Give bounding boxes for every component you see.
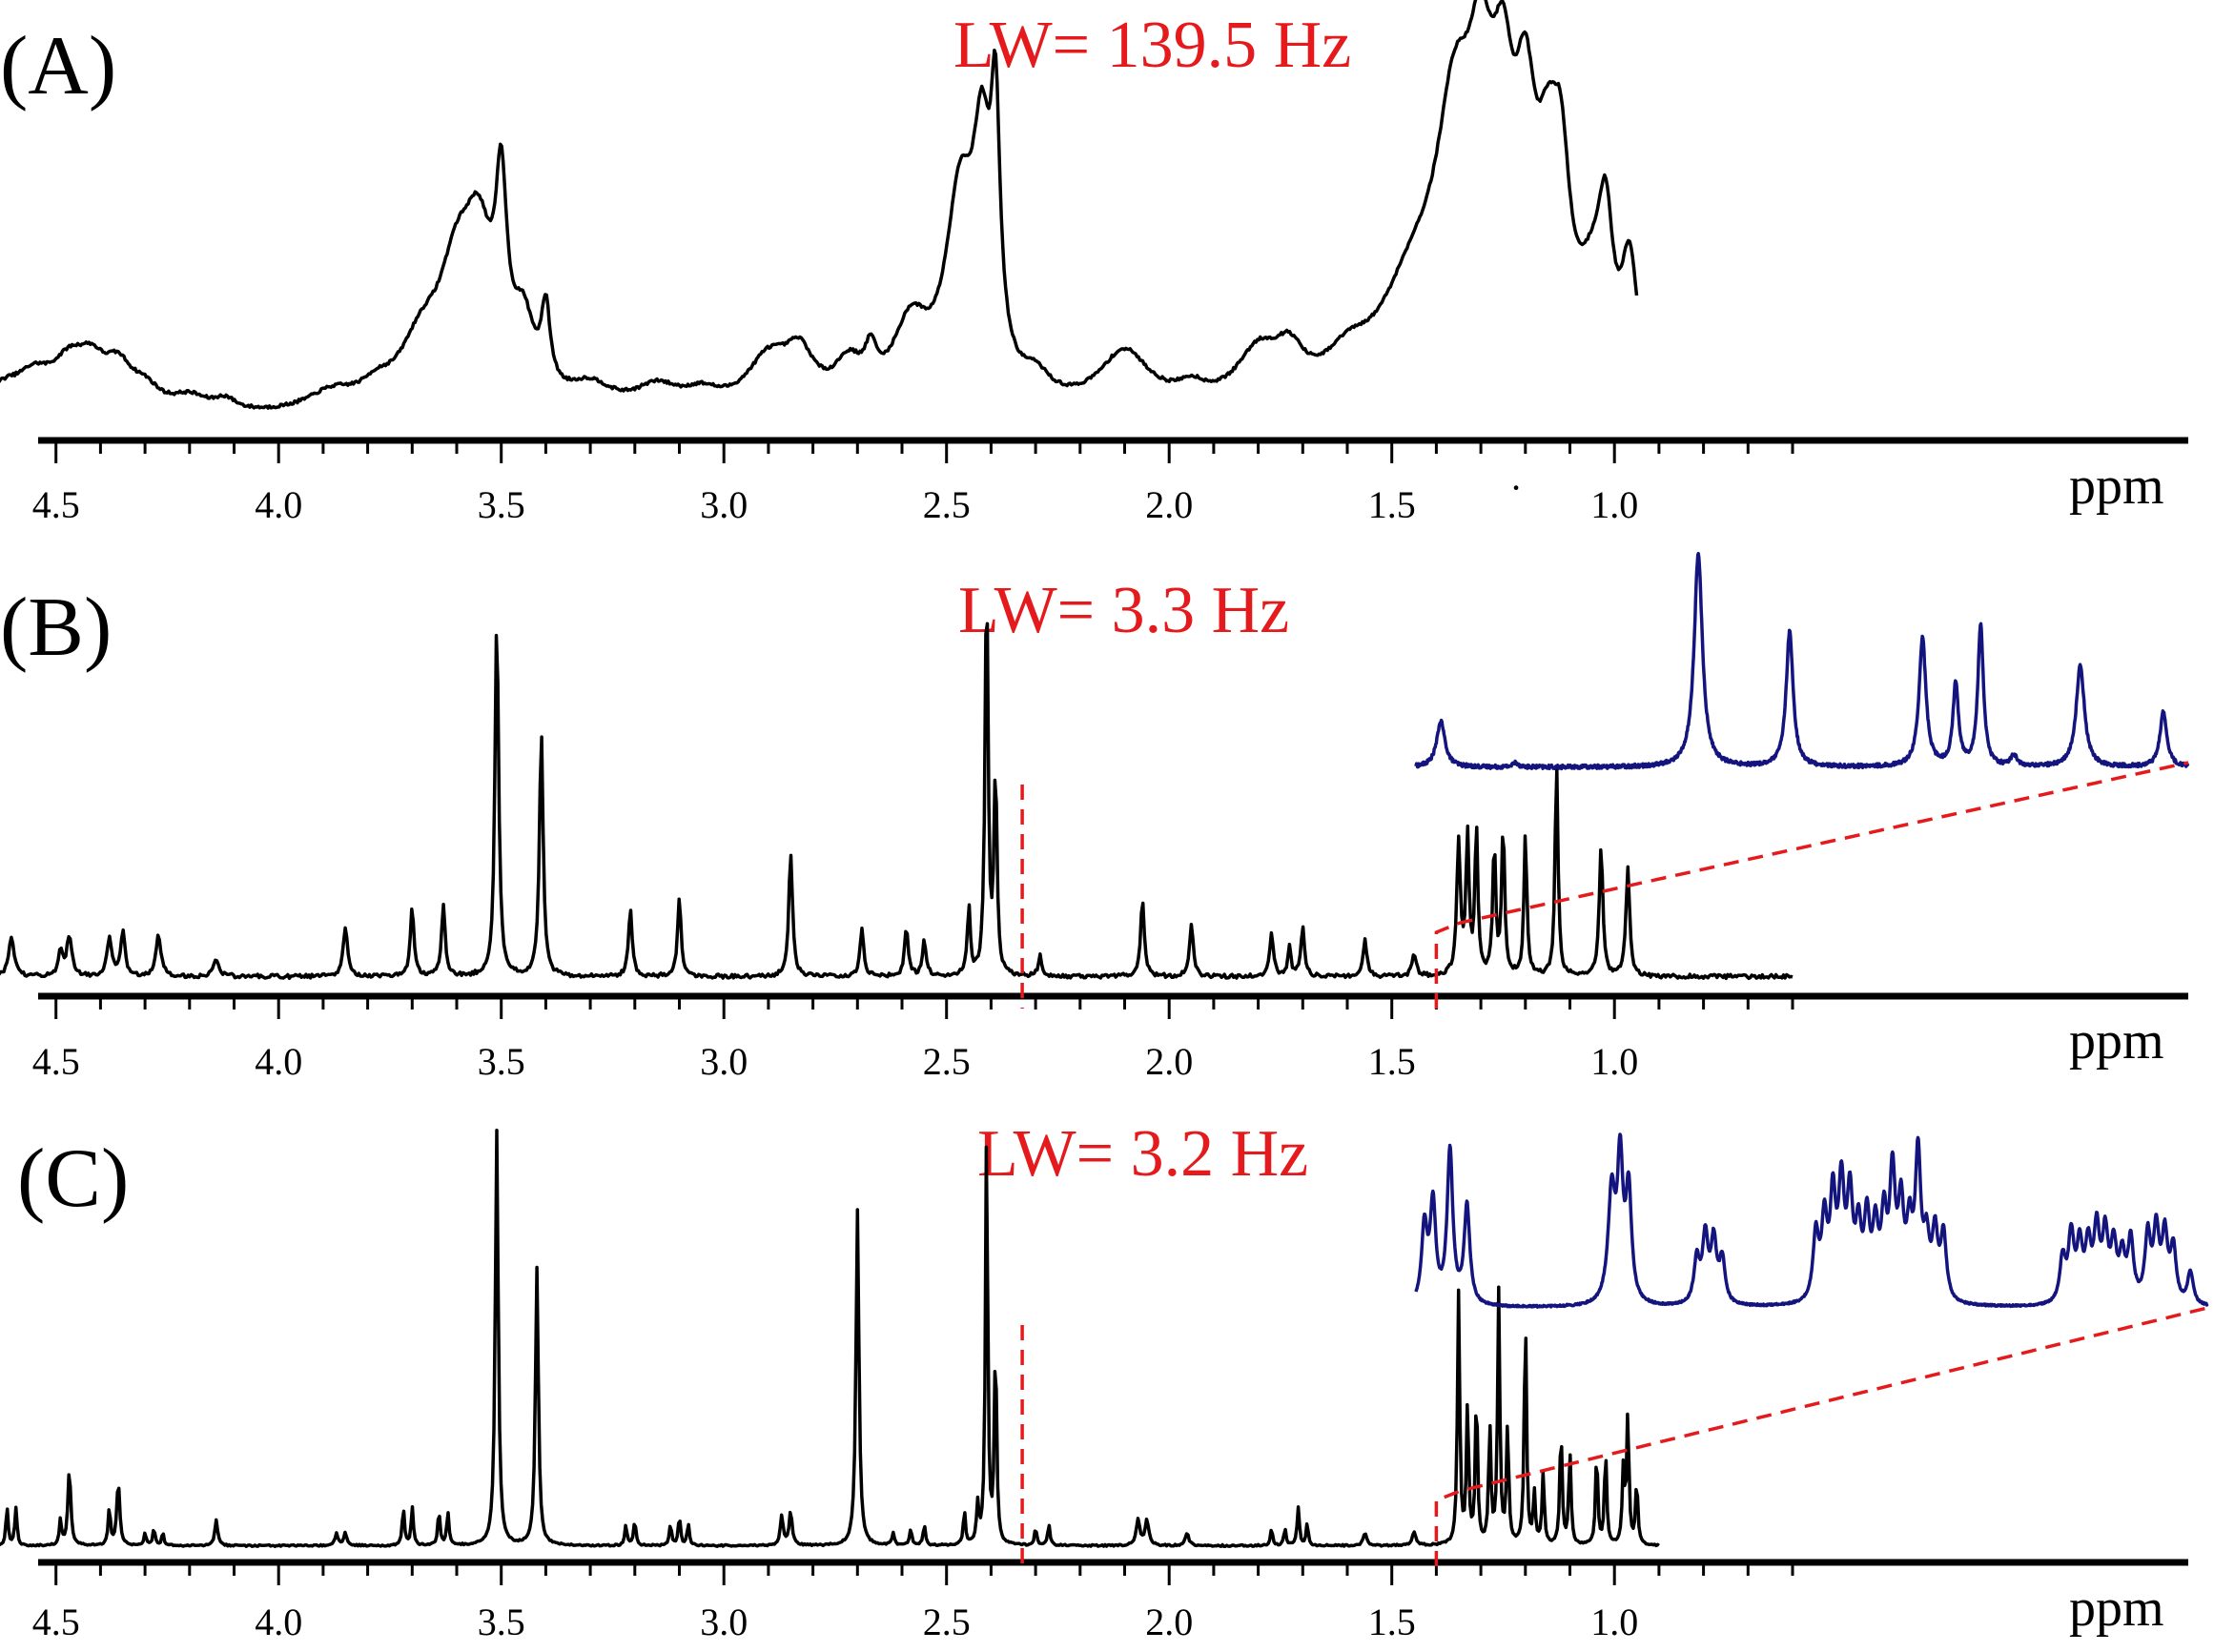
- tick-label: 2.0: [1145, 1601, 1193, 1643]
- linewidth-label: LW= 139.5 Hz: [953, 9, 1351, 82]
- expanded-spectrum-trace: [1414, 1132, 2209, 1309]
- tick-label: 4.0: [255, 1601, 302, 1643]
- spectrum-trace: [0, 622, 1794, 981]
- panel-label: (B): [0, 581, 112, 674]
- spectrum-trace: [0, 0, 1639, 410]
- tick-label: 3.5: [478, 483, 525, 526]
- panel-c: (C)LW= 3.2 Hz5.04.54.03.53.02.52.01.51.0…: [0, 1117, 2209, 1643]
- zoom-guide-right: [1434, 761, 2189, 1009]
- tick-label: 3.0: [700, 1040, 748, 1083]
- tick-label: 2.0: [1145, 483, 1193, 526]
- tick-label: 2.5: [923, 483, 971, 526]
- tick-label: 3.0: [700, 1601, 748, 1643]
- tick-label: 2.5: [923, 1601, 971, 1643]
- linewidth-label: LW= 3.2 Hz: [977, 1117, 1308, 1191]
- tick-label: 1.0: [1590, 1040, 1638, 1083]
- tick-label: 1.5: [1368, 1040, 1416, 1083]
- tick-label: 2.5: [923, 1040, 971, 1083]
- tick-label: 1.5: [1368, 1601, 1416, 1643]
- panel-b: (B)LW= 3.3 Hz5.04.54.03.53.02.52.01.51.0…: [0, 551, 2190, 1083]
- tick-label: 4.5: [32, 483, 80, 526]
- tick-label: 1.0: [1590, 1601, 1638, 1643]
- tick-label: 3.5: [478, 1601, 525, 1643]
- tick-label: 1.5: [1368, 483, 1416, 526]
- tick-label: 1.0: [1590, 483, 1638, 526]
- x-axis-unit-label: ppm: [2069, 1011, 2164, 1071]
- linewidth-label: LW= 3.3 Hz: [958, 574, 1289, 647]
- panel-label: (A): [0, 20, 116, 112]
- tick-label: 3.0: [700, 483, 748, 526]
- tick-label: 4.0: [255, 483, 302, 526]
- tick-label: 4.5: [32, 1040, 80, 1083]
- tick-label: 2.0: [1145, 1040, 1193, 1083]
- tick-label: 4.5: [32, 1601, 80, 1643]
- panel-a: (A)LW= 139.5 Hz5.04.54.03.53.02.52.01.51…: [0, 0, 2188, 526]
- spectrum-trace: [0, 1129, 1660, 1549]
- expanded-spectrum-trace: [1414, 551, 2190, 771]
- x-axis-unit-label: ppm: [2069, 1579, 2164, 1638]
- tick-label: 3.5: [478, 1040, 525, 1083]
- axis-annotation: ·: [1509, 466, 1522, 509]
- zoom-guide-right: [1434, 1306, 2208, 1566]
- tick-label: 4.0: [255, 1040, 302, 1083]
- x-axis-unit-label: ppm: [2069, 457, 2164, 516]
- panel-label: (C): [17, 1132, 129, 1225]
